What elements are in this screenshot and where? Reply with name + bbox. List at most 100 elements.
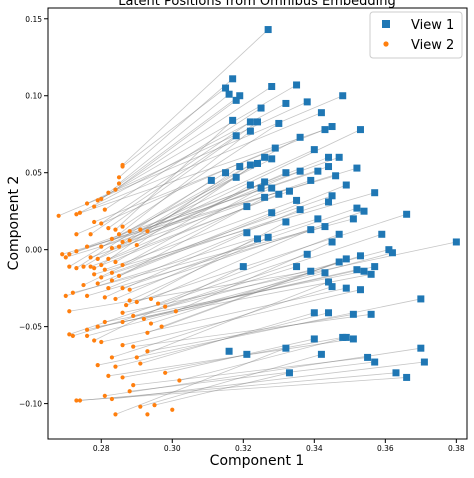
view2-point bbox=[120, 262, 125, 268]
x-tick-label: 0.34 bbox=[306, 444, 323, 453]
pair-connector bbox=[133, 357, 368, 386]
pair-connector bbox=[79, 372, 397, 401]
view2-point bbox=[113, 364, 118, 369]
pair-connector bbox=[90, 180, 311, 258]
view2-point bbox=[84, 333, 90, 338]
view1-point bbox=[243, 229, 251, 237]
view2-point bbox=[134, 299, 139, 305]
view1-point bbox=[310, 146, 318, 154]
view2-point bbox=[148, 296, 154, 302]
view1-point bbox=[371, 263, 379, 271]
view1-point bbox=[264, 26, 272, 34]
view1-point bbox=[353, 164, 361, 172]
view2-point bbox=[145, 229, 150, 234]
pair-connector bbox=[147, 313, 354, 352]
pair-connector bbox=[136, 156, 265, 246]
pair-connector bbox=[58, 95, 343, 217]
pair-connector bbox=[122, 289, 361, 346]
view2-point bbox=[95, 256, 100, 262]
pair-connector bbox=[115, 120, 233, 230]
pair-connector bbox=[108, 209, 301, 289]
view2-point bbox=[113, 259, 118, 265]
view2-point bbox=[145, 349, 150, 354]
legend-marker-view1 bbox=[382, 20, 390, 28]
view2-point bbox=[67, 332, 72, 337]
view2-point bbox=[138, 404, 143, 409]
view2-point bbox=[177, 378, 182, 383]
view2-point bbox=[99, 339, 104, 345]
view2-point bbox=[106, 190, 111, 195]
pair-connector bbox=[111, 170, 301, 249]
view2-point bbox=[131, 383, 136, 388]
view2-point bbox=[92, 204, 97, 209]
view1-points bbox=[207, 26, 460, 381]
pair-connector bbox=[118, 130, 251, 235]
pair-connector bbox=[125, 213, 407, 306]
pair-connector bbox=[76, 180, 212, 269]
view2-point bbox=[81, 264, 86, 269]
view1-point bbox=[310, 309, 318, 317]
pair-connector bbox=[108, 187, 272, 260]
pair-connector bbox=[150, 255, 361, 324]
view2-point bbox=[138, 361, 143, 366]
pair-connector bbox=[69, 270, 311, 312]
pair-connector bbox=[122, 123, 280, 227]
y-tick-label: −0.10 bbox=[19, 400, 42, 409]
view2-point bbox=[99, 275, 104, 280]
view1-point bbox=[349, 310, 357, 318]
view2-point bbox=[77, 210, 83, 215]
x-axis-ticks: 0.28 0.30 0.32 0.34 0.36 0.38 bbox=[93, 439, 465, 453]
view1-point bbox=[325, 198, 333, 206]
view2-point bbox=[113, 227, 118, 232]
view2-point bbox=[113, 296, 118, 302]
pair-connector bbox=[86, 266, 375, 331]
view1-point bbox=[254, 118, 261, 126]
view2-point bbox=[127, 298, 132, 303]
pair-connector bbox=[179, 337, 347, 381]
view2-point bbox=[84, 327, 90, 332]
pair-connector bbox=[86, 226, 326, 297]
view2-point bbox=[88, 255, 93, 260]
pair-connector bbox=[90, 190, 290, 267]
view1-point bbox=[317, 350, 325, 358]
view1-point bbox=[360, 207, 368, 215]
view2-point bbox=[95, 281, 100, 286]
pair-connector bbox=[104, 200, 297, 271]
view1-point bbox=[403, 373, 411, 381]
pair-connector bbox=[115, 100, 237, 190]
view1-point bbox=[314, 167, 322, 175]
view2-point bbox=[99, 221, 104, 226]
pair-connector bbox=[108, 121, 258, 229]
pair-connector bbox=[122, 87, 226, 167]
view1-point bbox=[342, 333, 350, 341]
view1-point bbox=[229, 116, 237, 124]
pair-connector bbox=[108, 338, 354, 377]
y-tick-label: −0.05 bbox=[19, 323, 42, 332]
y-tick-label: 0.10 bbox=[25, 92, 42, 101]
view2-point bbox=[131, 313, 136, 318]
pair-connector bbox=[94, 126, 333, 223]
view1-point bbox=[325, 163, 333, 171]
pair-connector bbox=[129, 361, 375, 392]
view2-point bbox=[95, 198, 100, 203]
pair-connector bbox=[122, 164, 251, 243]
view1-point bbox=[335, 230, 343, 238]
view1-point bbox=[342, 255, 350, 263]
pair-connector bbox=[118, 184, 347, 277]
view1-point bbox=[325, 153, 333, 161]
view1-point bbox=[353, 204, 361, 212]
view1-point bbox=[246, 181, 254, 189]
view1-point bbox=[232, 132, 240, 140]
view1-point bbox=[325, 309, 333, 317]
view1-point bbox=[317, 109, 325, 117]
pair-connector bbox=[136, 281, 329, 358]
view1-point bbox=[388, 249, 396, 257]
x-tick-label: 0.36 bbox=[377, 444, 394, 453]
view1-point bbox=[452, 238, 460, 246]
pair-connector bbox=[97, 298, 421, 366]
view2-point bbox=[109, 270, 115, 275]
legend: View 1 View 2 bbox=[369, 11, 463, 59]
pair-connector bbox=[108, 95, 240, 194]
view1-point bbox=[243, 350, 251, 358]
view1-point bbox=[328, 123, 336, 131]
